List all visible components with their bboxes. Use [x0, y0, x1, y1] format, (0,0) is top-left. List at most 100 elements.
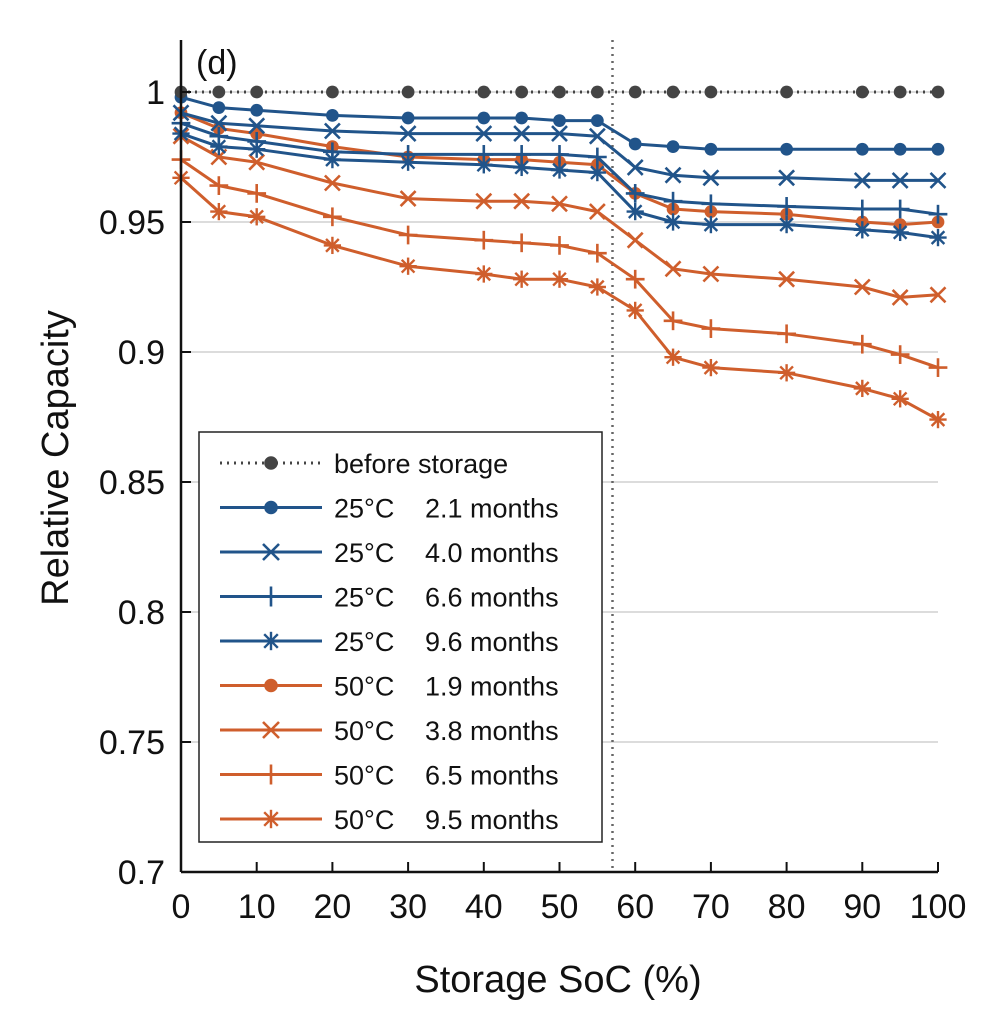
marker-plus	[550, 145, 569, 164]
marker-dot	[401, 85, 415, 99]
marker-star	[513, 158, 531, 177]
marker-x	[664, 166, 682, 184]
series-line	[180, 111, 938, 182]
marker-x	[626, 231, 644, 249]
marker-star	[261, 631, 281, 651]
y-tick-label: 0.8	[118, 594, 165, 632]
marker-dot	[264, 500, 278, 515]
y-tick-label: 1	[146, 74, 165, 112]
y-tick-label: 0.7	[118, 854, 165, 892]
marker-x	[513, 125, 531, 143]
series-50-c-6-5-months	[171, 150, 948, 377]
marker-plus	[398, 225, 418, 245]
x-tick-label: 30	[389, 888, 427, 926]
data-series	[171, 85, 948, 429]
marker-dot	[212, 101, 226, 114]
marker-dot	[931, 142, 945, 156]
marker-plus	[625, 184, 645, 203]
marker-x	[248, 117, 266, 135]
marker-dot	[666, 85, 680, 99]
legend-duration: 3.8 months	[425, 716, 559, 746]
marker-star	[210, 137, 228, 156]
x-axis-title: Storage SoC (%)	[414, 959, 701, 1001]
marker-plus	[474, 230, 494, 250]
marker-plus	[701, 319, 721, 338]
marker-x	[853, 171, 871, 189]
marker-x	[702, 265, 720, 283]
marker-plus	[852, 334, 872, 354]
marker-x	[929, 171, 947, 189]
legend-temp: 50°C	[334, 761, 394, 791]
legend-duration: 2.1 months	[425, 494, 559, 524]
marker-plus	[701, 194, 721, 214]
marker-dot	[893, 142, 907, 156]
marker-star	[588, 278, 606, 296]
marker-star	[626, 301, 644, 320]
marker-dot	[628, 85, 642, 99]
axes	[179, 40, 939, 874]
legend-duration: 1.9 months	[425, 672, 559, 702]
marker-plus	[890, 345, 910, 364]
marker-dot	[515, 111, 529, 125]
legend-item: 50°C 3.8 months	[220, 716, 559, 746]
marker-star	[664, 213, 682, 231]
marker-plus	[587, 147, 607, 167]
series-25-c-9-6-months	[172, 124, 947, 247]
marker-plus	[512, 233, 532, 253]
marker-dot	[326, 109, 339, 122]
marker-x	[891, 288, 909, 306]
legend-item: 50°C 1.9 months	[220, 672, 559, 702]
series-line	[180, 176, 939, 421]
series-before-storage	[174, 85, 945, 99]
marker-star	[626, 202, 644, 221]
x-tick-label: 90	[843, 888, 881, 926]
marker-x	[262, 721, 280, 739]
marker-plus	[323, 207, 342, 227]
marker-dot	[553, 85, 566, 99]
legend-duration: 6.6 months	[425, 583, 559, 613]
marker-dot	[893, 85, 907, 99]
marker-star	[399, 257, 417, 275]
marker-x	[588, 127, 606, 145]
marker-x	[664, 260, 682, 278]
marker-dot	[264, 678, 278, 693]
series-line	[180, 132, 939, 240]
y-tick-label: 0.75	[99, 724, 165, 762]
legend-duration: 6.5 months	[425, 761, 559, 791]
marker-star	[777, 364, 796, 382]
marker-x	[475, 125, 493, 143]
series-25-c-4-0-months	[172, 104, 947, 189]
series-line	[180, 111, 939, 227]
marker-dot	[704, 85, 718, 99]
legend-temp: 50°C	[334, 672, 394, 702]
legend-duration: 4.0 months	[425, 538, 559, 568]
marker-dot	[212, 85, 226, 99]
panel-label: (d)	[196, 44, 238, 82]
marker-star	[210, 202, 228, 221]
x-tick-label: 100	[910, 888, 967, 926]
marker-plus	[777, 324, 796, 344]
marker-star	[929, 228, 947, 247]
legend-temp: 50°C	[334, 716, 394, 746]
legend-temp: 25°C	[334, 538, 394, 568]
legend-item: before storage	[220, 449, 508, 479]
marker-plus	[890, 199, 910, 219]
marker-dot	[855, 85, 869, 99]
legend-temp: 25°C	[334, 583, 394, 613]
marker-dot	[780, 85, 793, 99]
marker-plus	[550, 236, 569, 255]
series-25-c-6-6-months	[171, 113, 948, 224]
marker-star	[702, 215, 720, 234]
marker-x	[475, 192, 493, 210]
marker-x	[248, 153, 266, 171]
marker-star	[853, 379, 871, 398]
marker-x	[778, 169, 796, 187]
legend-duration: 9.5 months	[425, 805, 559, 835]
marker-plus	[928, 358, 948, 377]
series-line	[180, 95, 938, 151]
legend-temp: 25°C	[334, 627, 394, 657]
tick-labels: 0 10 20 30 40 50 60 70 80 90 100 0.7 0.75 0.8 0.85 0.9 0…	[99, 74, 967, 926]
marker-x	[513, 192, 531, 210]
marker-x	[399, 190, 417, 208]
